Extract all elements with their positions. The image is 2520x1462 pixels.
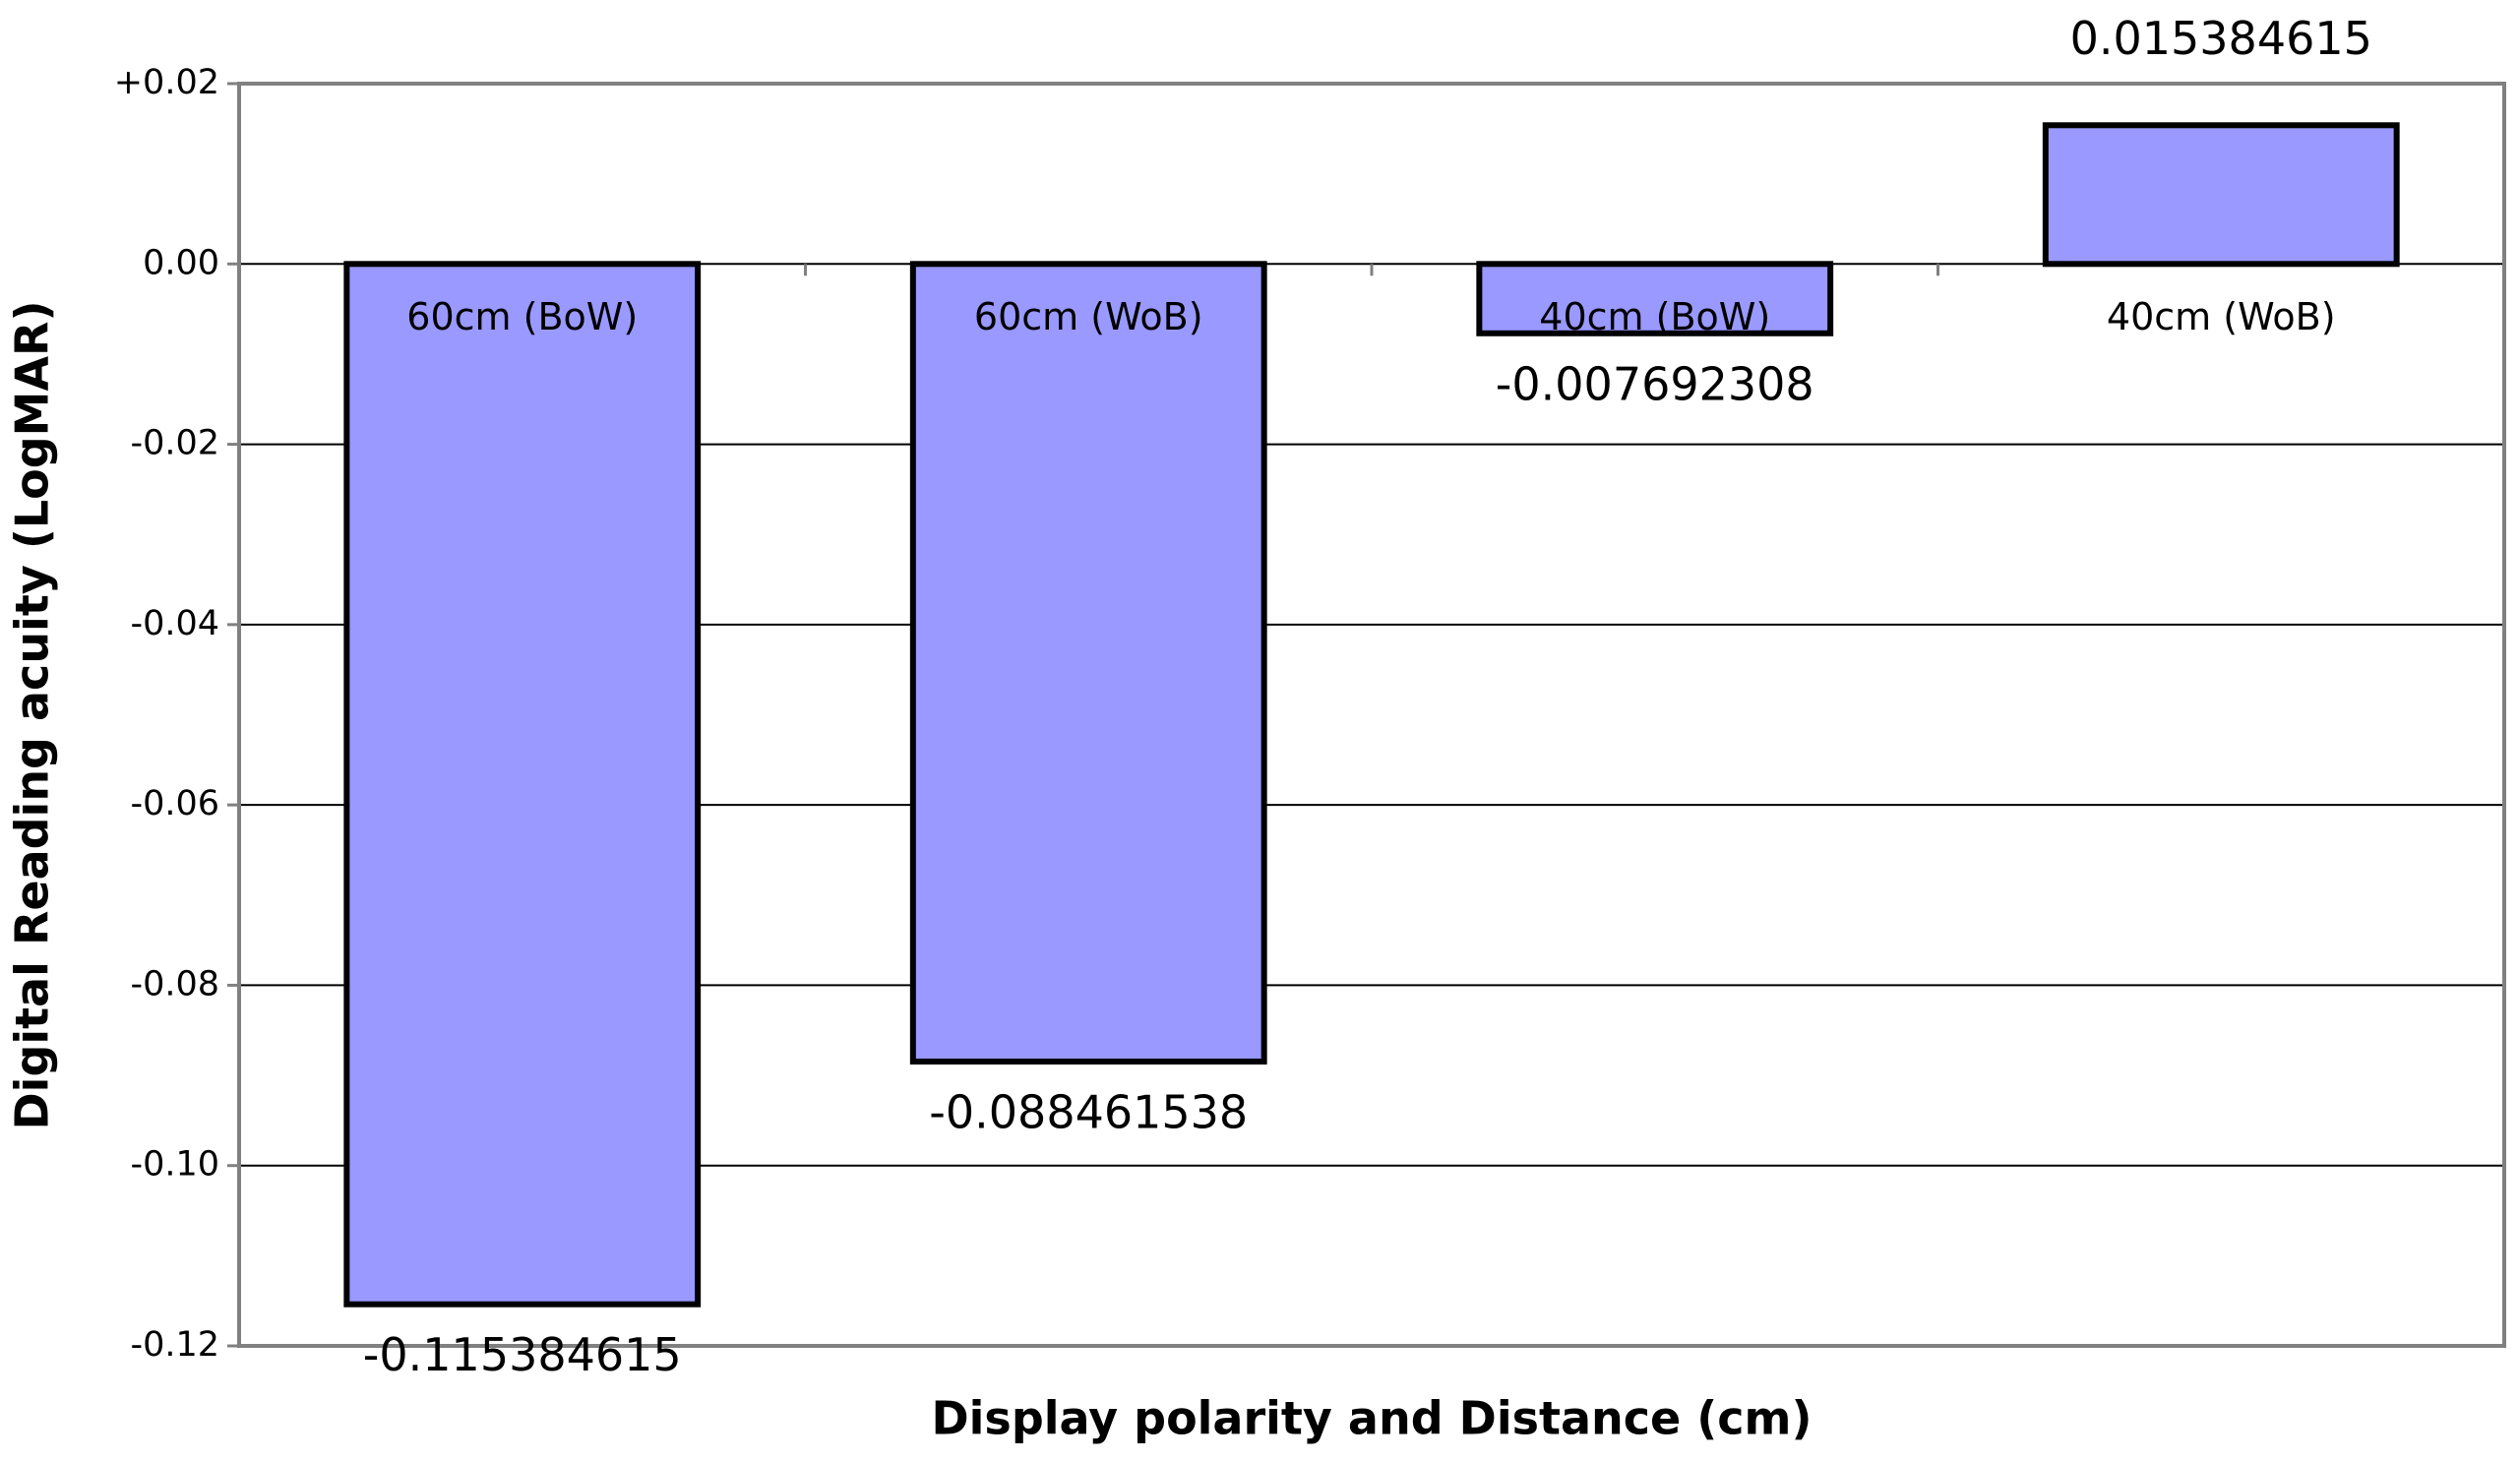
value-label: -0.088461538 (929, 1085, 1248, 1138)
y-tick-label: -0.06 (130, 784, 219, 823)
x-tick-label: 60cm (WoB) (974, 295, 1203, 338)
bar (2042, 122, 2400, 268)
y-tick-label: -0.12 (130, 1325, 219, 1365)
y-tick-label: -0.04 (130, 604, 219, 643)
y-tick-label: -0.02 (130, 424, 219, 463)
y-tick-label: 0.00 (143, 243, 219, 282)
x-tick-label: 40cm (BoW) (1539, 295, 1770, 338)
value-label: 0.015384615 (2070, 12, 2372, 65)
value-label: -0.115384615 (363, 1328, 682, 1381)
bar (343, 261, 702, 1308)
value-label: -0.007692308 (1496, 357, 1814, 410)
plot-border (237, 82, 2506, 1348)
x-tick-label: 40cm (WoB) (2107, 295, 2336, 338)
bar (1476, 261, 1834, 336)
x-tick-label: 60cm (BoW) (406, 295, 638, 338)
y-tick-label: -0.08 (130, 964, 219, 1004)
x-axis-title: Display polarity and Distance (cm) (931, 1392, 1812, 1445)
y-tick-label: -0.10 (130, 1145, 219, 1185)
y-tick-label: +0.02 (114, 63, 219, 102)
bar (909, 261, 1267, 1065)
y-axis-title: Digital Reading acuity (LogMAR) (6, 300, 59, 1129)
